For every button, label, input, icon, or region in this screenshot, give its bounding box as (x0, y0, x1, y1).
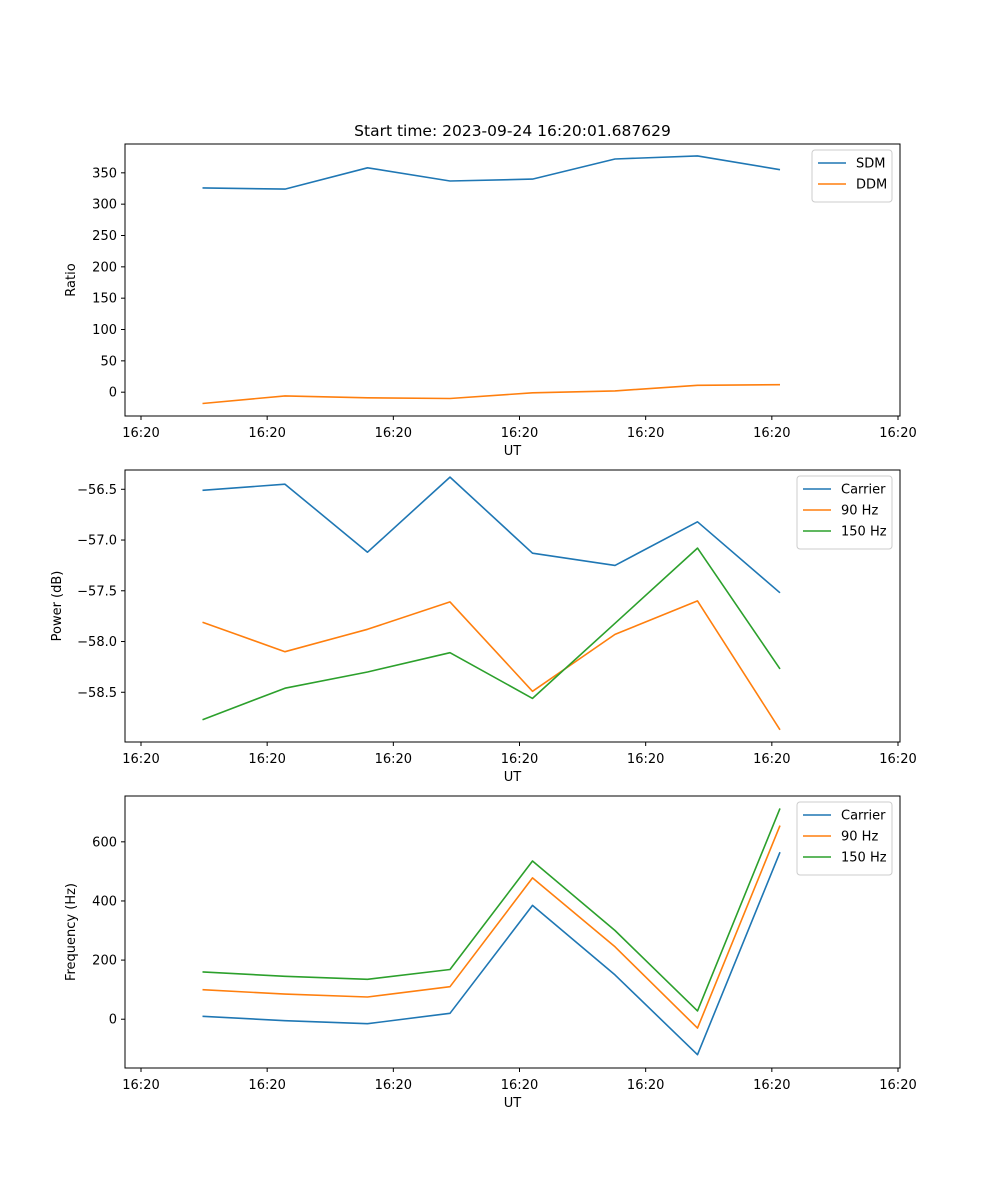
x-tick-label: 16:20 (375, 1078, 412, 1093)
x-tick-label: 16:20 (879, 752, 916, 767)
x-axis-label: UT (504, 444, 522, 459)
x-tick-label: 16:20 (501, 1078, 538, 1093)
chart-panel-1: Start time: 2023-09-24 16:20:01.687629 16… (64, 122, 917, 459)
y-tick-label: 0 (109, 1013, 117, 1028)
chart-panel-3: 16:20 16:20 16:20 16:20 16:20 16:20 16:20 0 200 4… (64, 795, 917, 1111)
chart-title: Start time: 2023-09-24 16:20:01.687629 (354, 122, 671, 140)
y-tick-label: 100 (92, 323, 117, 338)
legend: SDM DDM (811, 149, 893, 203)
series-line-150-hz (202, 547, 781, 721)
legend-label: 90 Hz (841, 504, 878, 519)
axes-frame (124, 469, 901, 743)
chart-panel-2: 16:20 16:20 16:20 16:20 16:20 16:20 16:20 −58.5… (50, 469, 917, 785)
legend-label: 150 Hz (841, 851, 887, 866)
x-tick-label: 16:20 (627, 426, 664, 441)
y-tick-label: 200 (92, 954, 117, 969)
legend-label: 90 Hz (841, 830, 878, 845)
x-tick-label: 16:20 (753, 426, 790, 441)
legend-label: SDM (856, 157, 885, 172)
series-line-carrier (202, 476, 781, 594)
legend-label: Carrier (841, 483, 886, 498)
x-tick-label: 16:20 (122, 752, 159, 767)
y-tick-label: −57.0 (77, 534, 117, 549)
series-line-90-hz (202, 600, 781, 731)
series-line-90-hz (202, 825, 781, 1029)
series-line-ddm (202, 383, 781, 405)
y-tick-label: 400 (92, 894, 117, 909)
x-tick-label: 16:20 (501, 752, 538, 767)
series-line-150-hz (202, 808, 781, 1012)
y-tick-label: 600 (92, 835, 117, 850)
legend-label: 150 Hz (841, 525, 887, 540)
y-axis-label: Ratio (64, 263, 79, 296)
x-axis-label: UT (504, 1096, 522, 1111)
x-tick-label: 16:20 (248, 1078, 285, 1093)
axes-frame (124, 143, 901, 417)
x-tick-label: 16:20 (501, 426, 538, 441)
x-tick-label: 16:20 (879, 426, 916, 441)
axes-frame (124, 795, 901, 1069)
x-tick-label: 16:20 (122, 426, 159, 441)
x-tick-label: 16:20 (248, 752, 285, 767)
series-line-carrier (202, 851, 781, 1056)
y-axis-label: Frequency (Hz) (64, 883, 79, 981)
legend: Carrier 90 Hz 150 Hz (796, 475, 893, 550)
x-axis-label: UT (504, 770, 522, 785)
x-tick-label: 16:20 (122, 1078, 159, 1093)
y-tick-label: 150 (92, 292, 117, 307)
x-tick-label: 16:20 (375, 426, 412, 441)
y-tick-label: 350 (92, 166, 117, 181)
x-tick-label: 16:20 (627, 1078, 664, 1093)
y-tick-label: −58.0 (77, 635, 117, 650)
y-tick-label: 200 (92, 260, 117, 275)
x-tick-label: 16:20 (753, 752, 790, 767)
x-tick-label: 16:20 (375, 752, 412, 767)
legend-label: DDM (856, 178, 887, 193)
legend-label: Carrier (841, 809, 886, 824)
x-tick-label: 16:20 (753, 1078, 790, 1093)
x-tick-label: 16:20 (627, 752, 664, 767)
y-tick-label: 0 (109, 386, 117, 401)
y-tick-label: 250 (92, 229, 117, 244)
y-tick-label: 50 (100, 354, 117, 369)
legend: Carrier 90 Hz 150 Hz (796, 801, 893, 876)
y-tick-label: −58.5 (77, 686, 117, 701)
y-tick-label: 300 (92, 198, 117, 213)
series-line-sdm (202, 155, 781, 190)
x-tick-label: 16:20 (248, 426, 285, 441)
y-tick-label: −57.5 (77, 584, 117, 599)
y-tick-label: −56.5 (77, 483, 117, 498)
y-axis-label: Power (dB) (50, 571, 65, 642)
x-tick-label: 16:20 (879, 1078, 916, 1093)
